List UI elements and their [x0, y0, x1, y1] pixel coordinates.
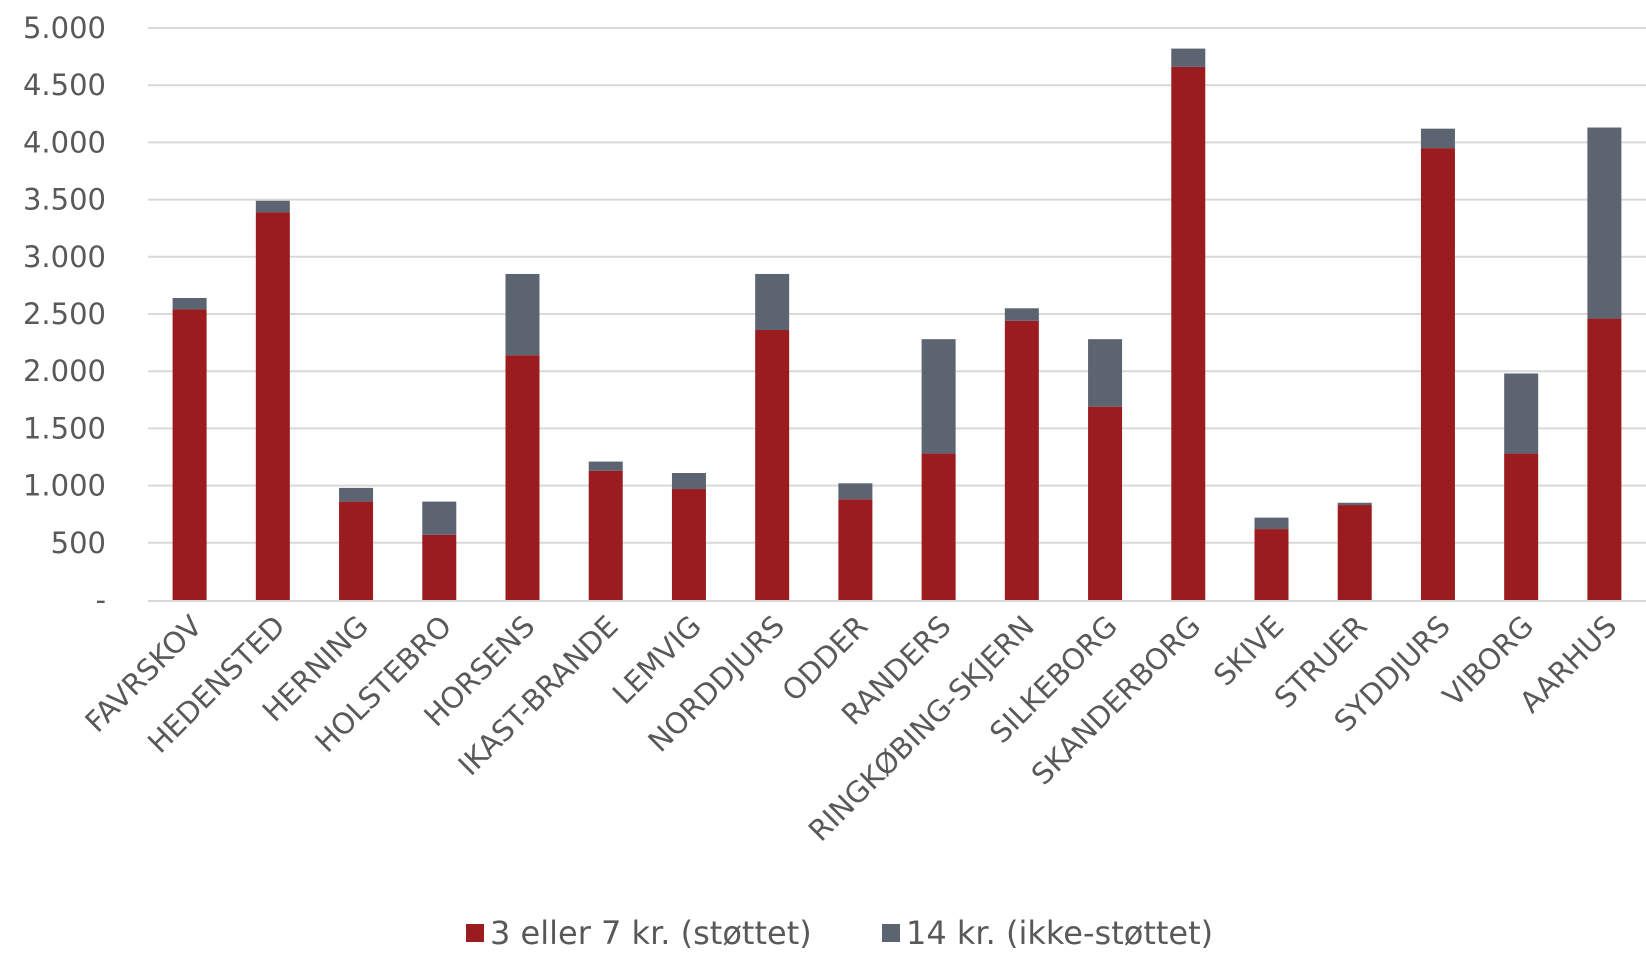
y-tick-label: 500: [51, 526, 106, 560]
bar-segment-supported: [172, 309, 207, 600]
y-axis-tick-labels: - 500 1.000 1.500 2.000 2.500 3.000 3.500 4.000 4…: [23, 11, 106, 617]
bar-segment-supported: [255, 212, 290, 600]
y-tick-label: 1.000: [23, 469, 106, 503]
bar-segment-supported: [838, 499, 873, 600]
bar-segment-supported: [755, 330, 790, 600]
bar-segment-unsupported: [1004, 308, 1039, 321]
bar-segment-unsupported: [671, 473, 706, 490]
bar-segment-supported: [422, 534, 457, 600]
legend-label: 14 kr. (ikke-støttet): [906, 914, 1213, 952]
bar-segment-supported: [1171, 66, 1206, 600]
y-tick-label: 3.000: [23, 240, 106, 274]
bar-segment-unsupported: [1420, 128, 1455, 149]
bar-segment-unsupported: [339, 487, 374, 502]
bar-segment-supported: [1587, 318, 1622, 600]
bar-segment-supported: [505, 355, 540, 600]
bar-segment-unsupported: [1337, 502, 1372, 506]
bar-segment-unsupported: [1587, 127, 1622, 319]
bar-segment-supported: [1004, 320, 1039, 600]
y-tick-label: 3.500: [23, 183, 106, 217]
bar-segment-unsupported: [1254, 517, 1289, 530]
bar-segment-unsupported: [1504, 373, 1539, 454]
bars: [172, 48, 1622, 600]
y-tick-label: 4.500: [23, 68, 106, 102]
bar-segment-supported: [921, 453, 956, 600]
legend-swatch: [466, 924, 484, 942]
gridlines: [148, 27, 1646, 544]
bar-segment-supported: [1337, 505, 1372, 600]
bar-segment-supported: [339, 501, 374, 600]
legend-label: 3 eller 7 kr. (støttet): [490, 914, 812, 952]
legend-swatch: [882, 924, 900, 942]
y-tick-label: 1.500: [23, 411, 106, 445]
bar-segment-supported: [1088, 406, 1123, 600]
bar-segment-supported: [1504, 453, 1539, 600]
bar-segment-unsupported: [1088, 339, 1123, 407]
bar-segment-unsupported: [588, 461, 623, 471]
bar-segment-unsupported: [1171, 48, 1206, 67]
bar-segment-supported: [671, 489, 706, 600]
legend: 3 eller 7 kr. (støttet) 14 kr. (ikke-støt…: [466, 914, 1213, 952]
bar-segment-unsupported: [172, 297, 207, 310]
bar-segment-unsupported: [505, 273, 540, 356]
x-axis-category-labels: FAVRSKOVHEDENSTEDHERNINGHOLSTEBROHORSENS…: [78, 609, 1623, 848]
y-tick-label: 5.000: [23, 11, 106, 45]
bar-segment-unsupported: [921, 339, 956, 454]
y-tick-label: 2.500: [23, 297, 106, 331]
bar-segment-unsupported: [755, 273, 790, 331]
y-tick-label: 2.000: [23, 354, 106, 388]
bar-segment-supported: [588, 470, 623, 600]
bar-segment-unsupported: [838, 483, 873, 500]
y-tick-label: -: [96, 583, 106, 617]
bar-segment-supported: [1420, 148, 1455, 600]
bar-segment-supported: [1254, 529, 1289, 600]
y-tick-label: 4.000: [23, 125, 106, 159]
bar-segment-unsupported: [255, 200, 290, 213]
bar-segment-unsupported: [422, 501, 457, 535]
